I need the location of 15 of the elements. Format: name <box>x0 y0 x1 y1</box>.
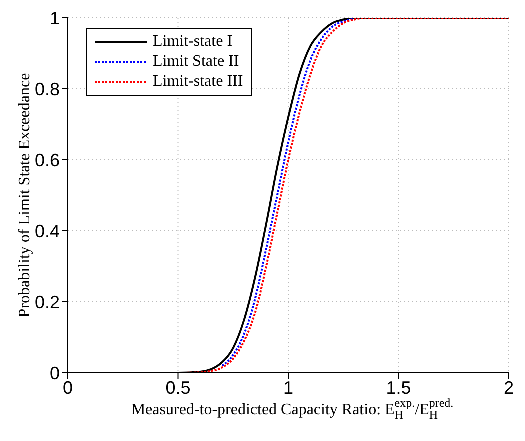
x-tick-label: 1.5 <box>386 378 412 398</box>
legend-label: Limit-state III <box>153 73 244 91</box>
y-tick-label: 0.2 <box>34 292 60 312</box>
legend-label: Limit-state I <box>153 33 233 51</box>
x-tick-label: 0 <box>62 378 74 398</box>
x-tick-label: 1 <box>283 378 294 398</box>
y-axis-title: Probability of Limit State Exceedance <box>16 73 34 318</box>
legend-label: Limit State II <box>153 53 240 71</box>
y-tick-label: 0 <box>50 363 60 384</box>
y-tick-label: 0.4 <box>34 221 60 242</box>
y-tick-label: 0.8 <box>34 79 60 100</box>
x-tick-label: 2 <box>504 378 514 398</box>
y-tick-label: 1 <box>50 8 60 28</box>
y-tick-label: 0.6 <box>34 150 60 170</box>
x-tick-label: 0.5 <box>166 378 191 398</box>
